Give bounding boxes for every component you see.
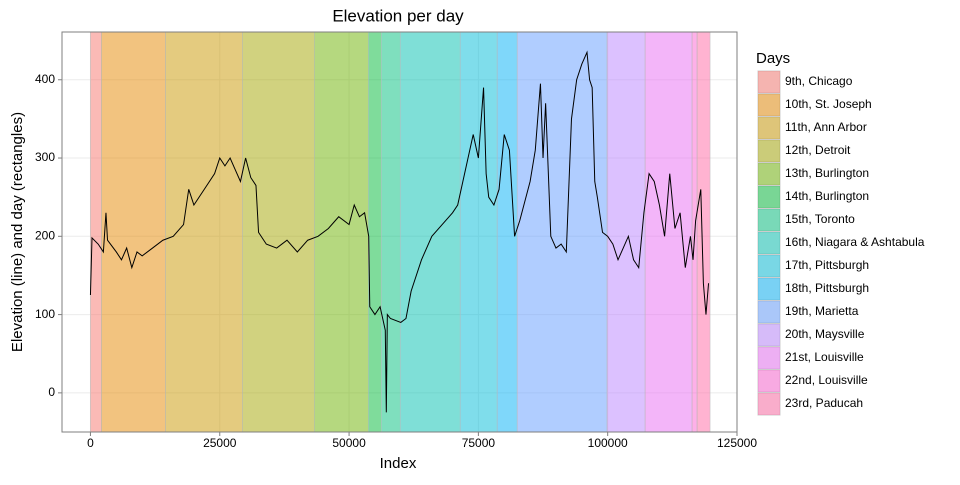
legend-label: 22nd, Louisville [785,373,868,387]
legend-label: 9th, Chicago [785,74,853,88]
day-rect [516,31,608,433]
day-rect [696,31,711,433]
day-rect [606,31,646,433]
day-rect [101,31,166,433]
day-rect [368,31,382,433]
legend-swatch [758,163,780,185]
legend-label: 18th, Pittsburgh [785,281,869,295]
day-rect [314,31,369,433]
x-tick-label: 100000 [588,436,628,450]
legend-label: 10th, St. Joseph [785,97,872,111]
legend-label: 19th, Marietta [785,304,859,318]
x-tick-label: 125000 [717,436,757,450]
legend-label: 16th, Niagara & Ashtabula [785,235,925,249]
y-tick-label: 200 [35,228,55,242]
y-tick-label: 400 [35,72,55,86]
legend-swatch [758,232,780,254]
day-rect [399,31,461,433]
legend-swatch [758,301,780,323]
legend-label: 23rd, Paducah [785,396,863,410]
legend-title: Days [756,50,790,67]
day-rect [242,31,315,433]
x-axis-label: Index [380,455,417,472]
day-rect [644,31,693,433]
legend-label: 11th, Ann Arbor [785,120,867,134]
legend-swatch [758,186,780,208]
legend-swatch [758,71,780,93]
day-rect [459,31,498,433]
elevation-line [89,50,710,413]
legend-swatch [758,117,780,139]
legend-label: 20th, Maysville [785,327,865,341]
legend-swatch [758,209,780,231]
legend-swatch [758,255,780,277]
day-rect [380,31,401,433]
legend-label: 17th, Pittsburgh [785,258,869,272]
y-tick-label: 0 [48,385,55,399]
legend-swatch [758,94,780,116]
day-rect [90,31,102,433]
legend-swatch [758,347,780,369]
legend-swatch [758,370,780,392]
x-tick-label: 25000 [203,436,237,450]
legend-label: 21st, Louisville [785,350,864,364]
legend-label: 12th, Detroit [785,143,851,157]
legend-swatch [758,278,780,300]
legend-swatch [758,324,780,346]
legend-swatch [758,140,780,162]
x-tick-label: 0 [87,436,94,450]
legend-label: 14th, Burlington [785,189,869,203]
legend-swatch [758,393,780,415]
day-rect [165,31,243,433]
x-tick-label: 75000 [462,436,496,450]
legend-label: 13th, Burlington [785,166,869,180]
y-tick-label: 300 [35,150,55,164]
legend-label: 15th, Toronto [785,212,855,226]
chart-title: Elevation per day [332,6,464,25]
x-tick-label: 50000 [332,436,366,450]
y-tick-label: 100 [35,307,55,321]
panel-border [61,31,738,433]
y-axis-label: Elevation (line) and day (rectangles) [9,112,26,352]
